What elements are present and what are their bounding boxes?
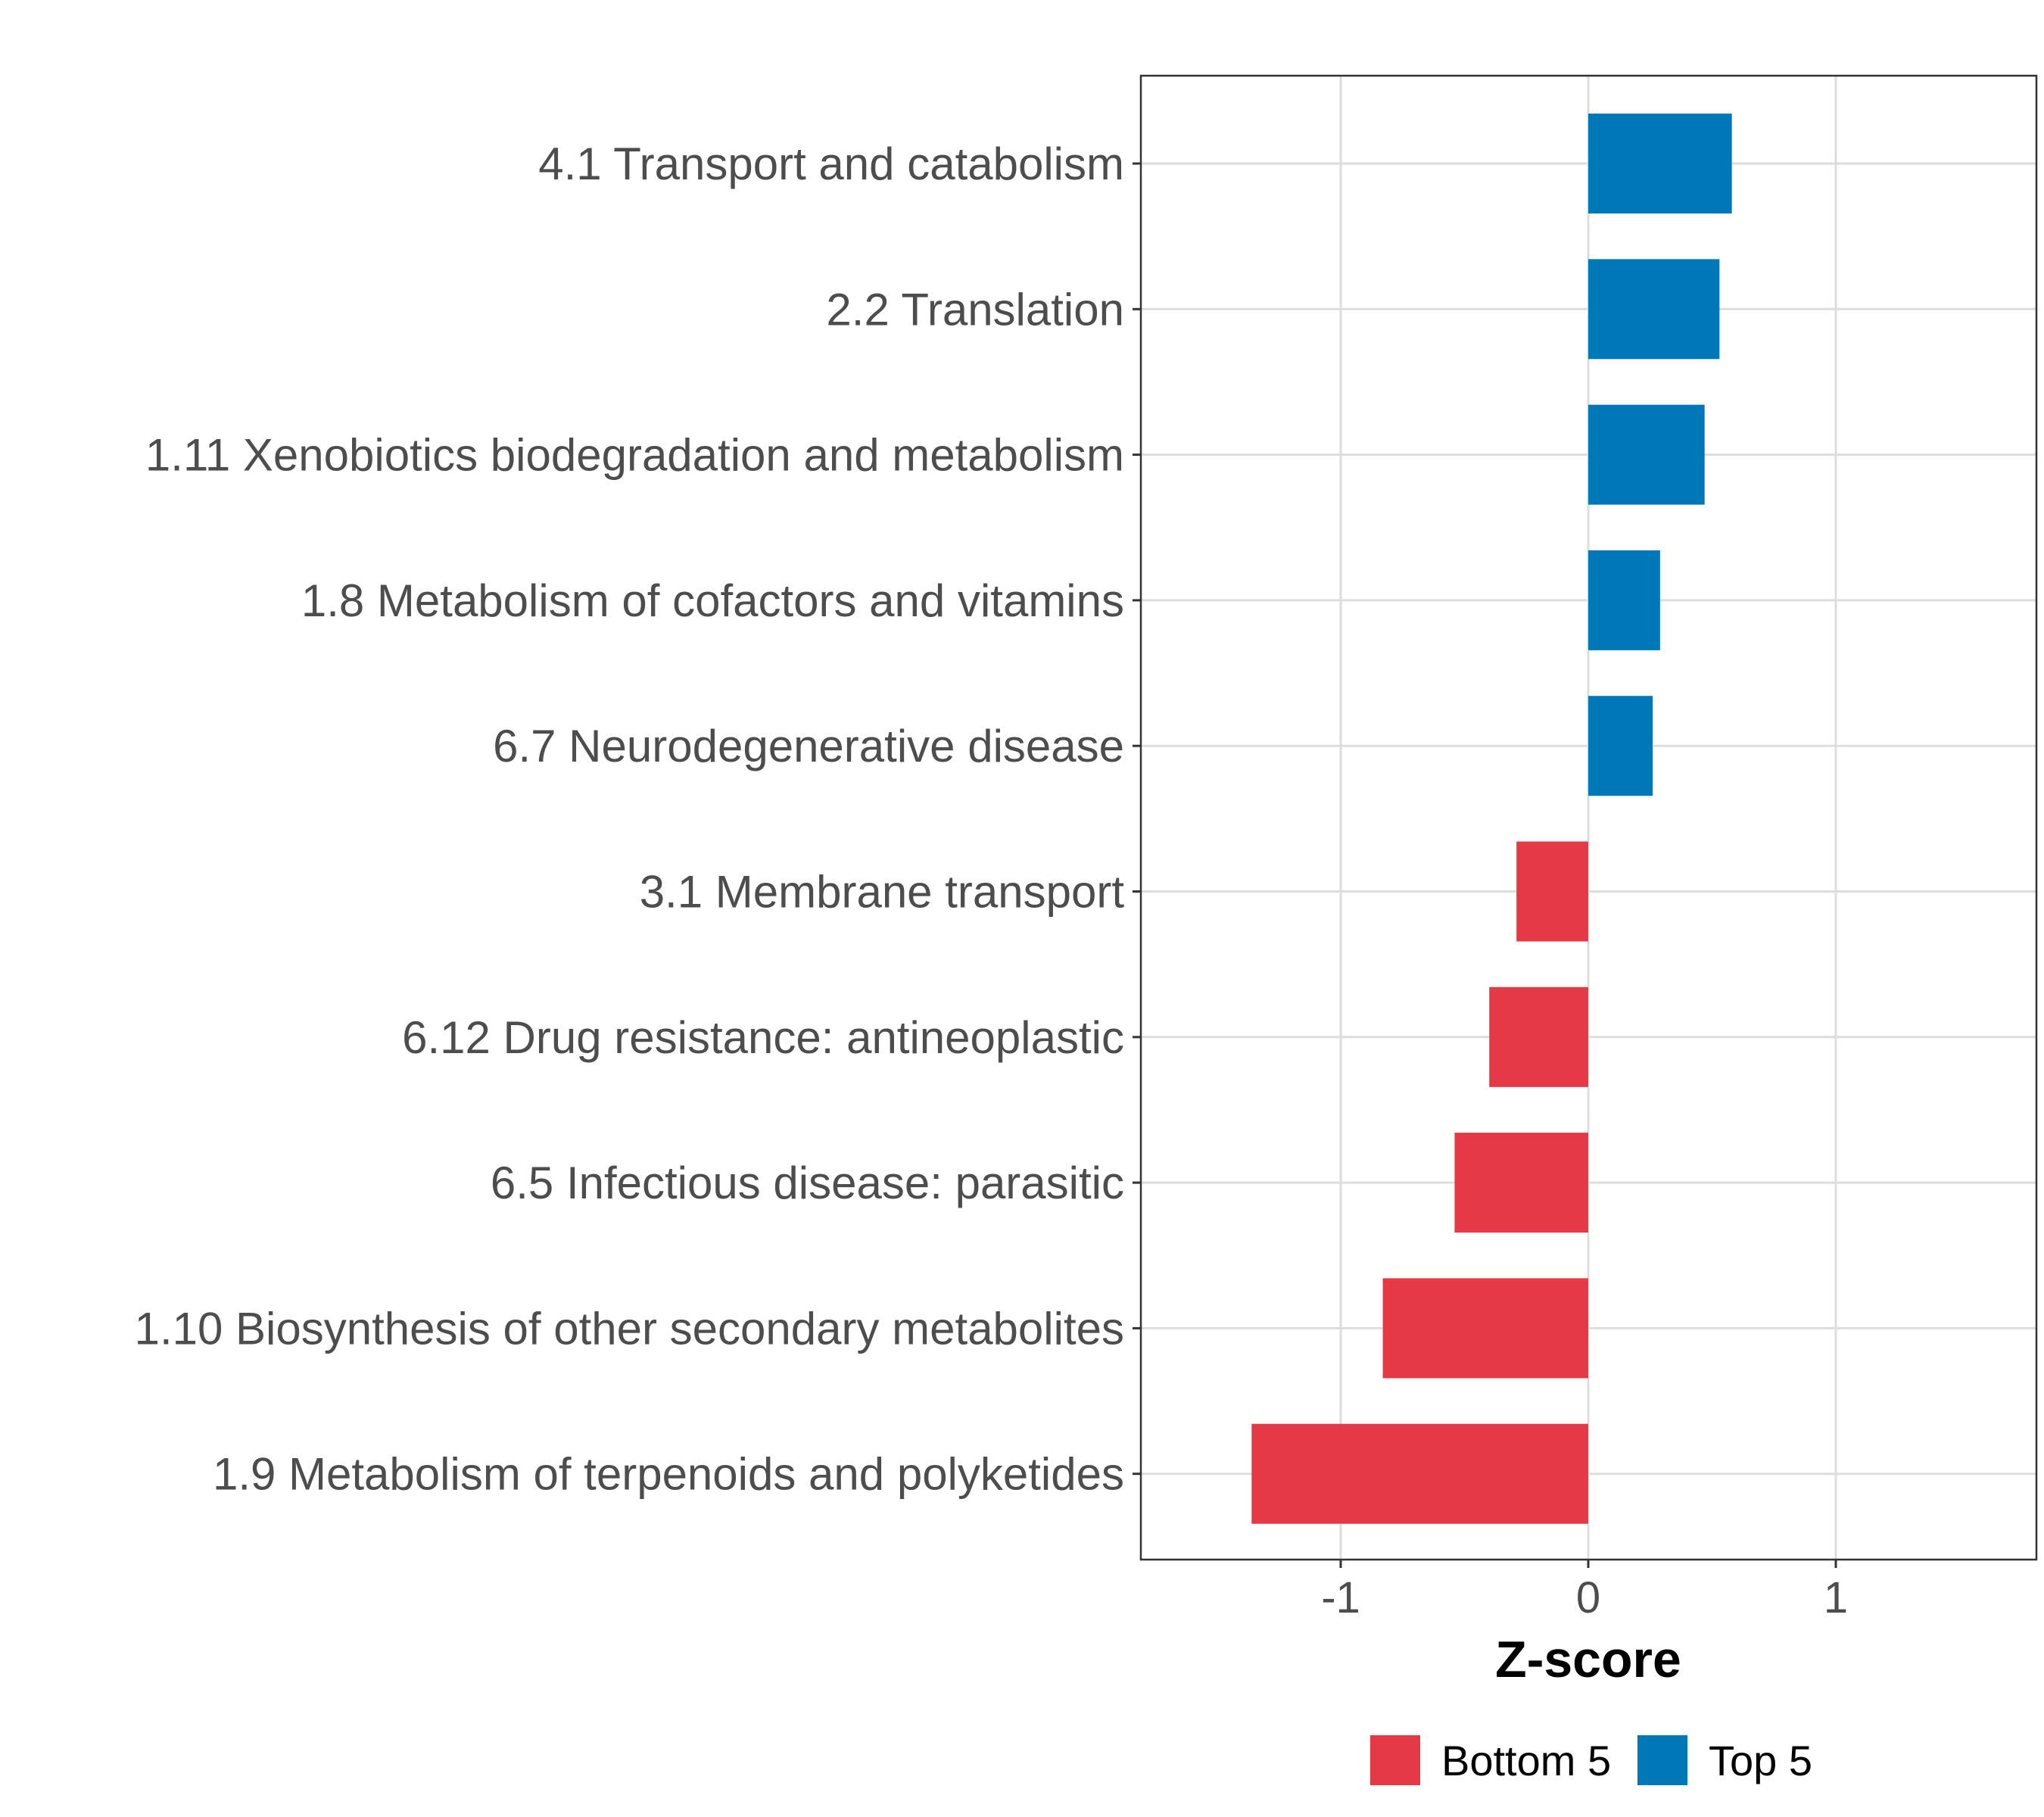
- bar: [1588, 404, 1705, 505]
- bar: [1454, 1133, 1588, 1233]
- x-tick-label: -1: [1321, 1573, 1360, 1622]
- legend-label: Top 5: [1709, 1737, 1812, 1784]
- bar: [1588, 259, 1720, 360]
- y-tick-label: 1.9 Metabolism of terpenoids and polyket…: [213, 1449, 1124, 1500]
- bar: [1382, 1278, 1588, 1379]
- bar: [1489, 986, 1588, 1087]
- y-tick-label: 6.12 Drug resistance: antineoplastic: [402, 1012, 1124, 1063]
- y-tick-label: 6.5 Infectious disease: parasitic: [491, 1158, 1124, 1208]
- y-tick-label: 3.1 Membrane transport: [640, 867, 1125, 918]
- bar: [1588, 696, 1653, 796]
- y-tick-label: 4.1 Transport and catabolism: [538, 139, 1124, 189]
- legend: Bottom 5 Top 5: [1370, 1735, 1812, 1785]
- y-tick-label: 2.2 Translation: [826, 284, 1124, 335]
- bar: [1588, 550, 1660, 650]
- grid-lines: [1141, 76, 2036, 1560]
- x-axis: -1 0 1: [1321, 1560, 1848, 1622]
- x-tick-label: 1: [1824, 1573, 1848, 1622]
- y-tick-label: 6.7 Neurodegenerative disease: [493, 721, 1124, 771]
- legend-label: Bottom 5: [1441, 1737, 1611, 1784]
- bars: [1251, 114, 1732, 1524]
- legend-swatch: [1370, 1735, 1420, 1785]
- legend-swatch: [1637, 1735, 1687, 1785]
- y-tick-label: 1.8 Metabolism of cofactors and vitamins: [301, 575, 1124, 626]
- y-tick-label: 1.10 Biosynthesis of other secondary met…: [135, 1303, 1124, 1354]
- x-axis-title: Z-score: [1495, 1631, 1681, 1688]
- bar: [1251, 1423, 1588, 1524]
- x-tick-label: 0: [1576, 1573, 1600, 1622]
- bar: [1516, 841, 1588, 942]
- bar: [1588, 114, 1732, 213]
- y-tick-label: 1.11 Xenobiotics biodegradation and meta…: [145, 430, 1124, 481]
- y-axis: 4.1 Transport and catabolism 2.2 Translat…: [135, 139, 1141, 1500]
